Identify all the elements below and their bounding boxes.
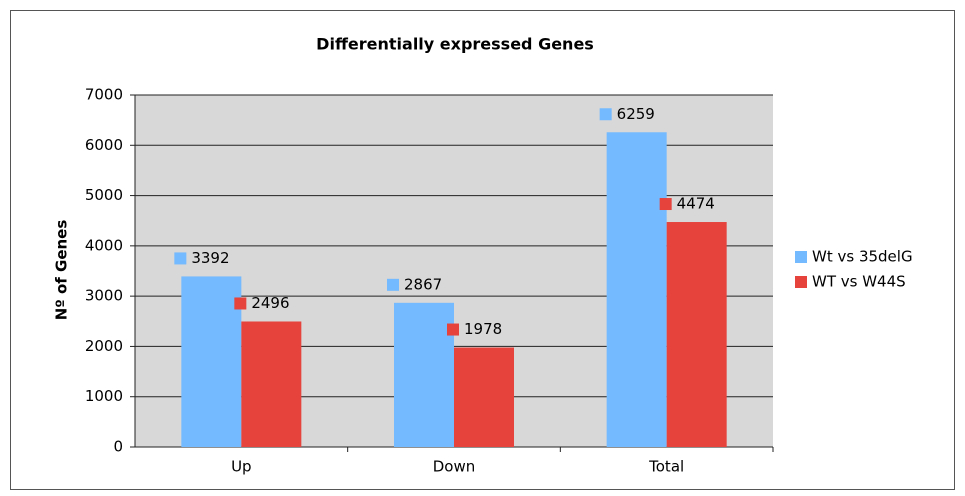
data-label-key (599, 108, 612, 121)
x-tick-label: Up (231, 458, 252, 476)
legend-label: Wt vs 35delG (812, 248, 913, 266)
y-tick-label: 6000 (85, 136, 123, 154)
chart-title: Differentially expressed Genes (316, 35, 594, 54)
legend-swatch (795, 251, 807, 263)
data-label-key (234, 297, 247, 310)
y-axis-label: Nº of Genes (53, 220, 71, 321)
data-label: 2867 (404, 275, 442, 293)
y-tick-label: 0 (113, 438, 123, 456)
bar (394, 302, 454, 447)
y-tick-label: 3000 (85, 287, 123, 305)
data-label: 1978 (464, 320, 502, 338)
data-label: 6259 (617, 105, 655, 123)
y-tick-label: 2000 (85, 337, 123, 355)
data-label: 3392 (191, 249, 229, 267)
bar (606, 132, 667, 447)
y-tick-label: 5000 (85, 186, 123, 204)
x-tick-label: Total (648, 458, 684, 476)
x-tick-label: Down (433, 458, 476, 476)
bar (181, 276, 242, 447)
bar (454, 347, 514, 447)
data-label-key (447, 323, 459, 336)
bar (241, 321, 302, 447)
data-label-key (387, 278, 399, 291)
data-label-key (659, 198, 672, 211)
data-label-key (174, 252, 187, 265)
legend-swatch (795, 276, 807, 288)
y-tick-label: 7000 (85, 86, 123, 104)
data-label: 2496 (251, 294, 289, 312)
bar (666, 222, 727, 447)
data-label: 4474 (677, 195, 715, 213)
y-tick-label: 1000 (85, 387, 123, 405)
y-tick-label: 4000 (85, 236, 123, 254)
legend-label: WT vs W44S (812, 273, 906, 291)
